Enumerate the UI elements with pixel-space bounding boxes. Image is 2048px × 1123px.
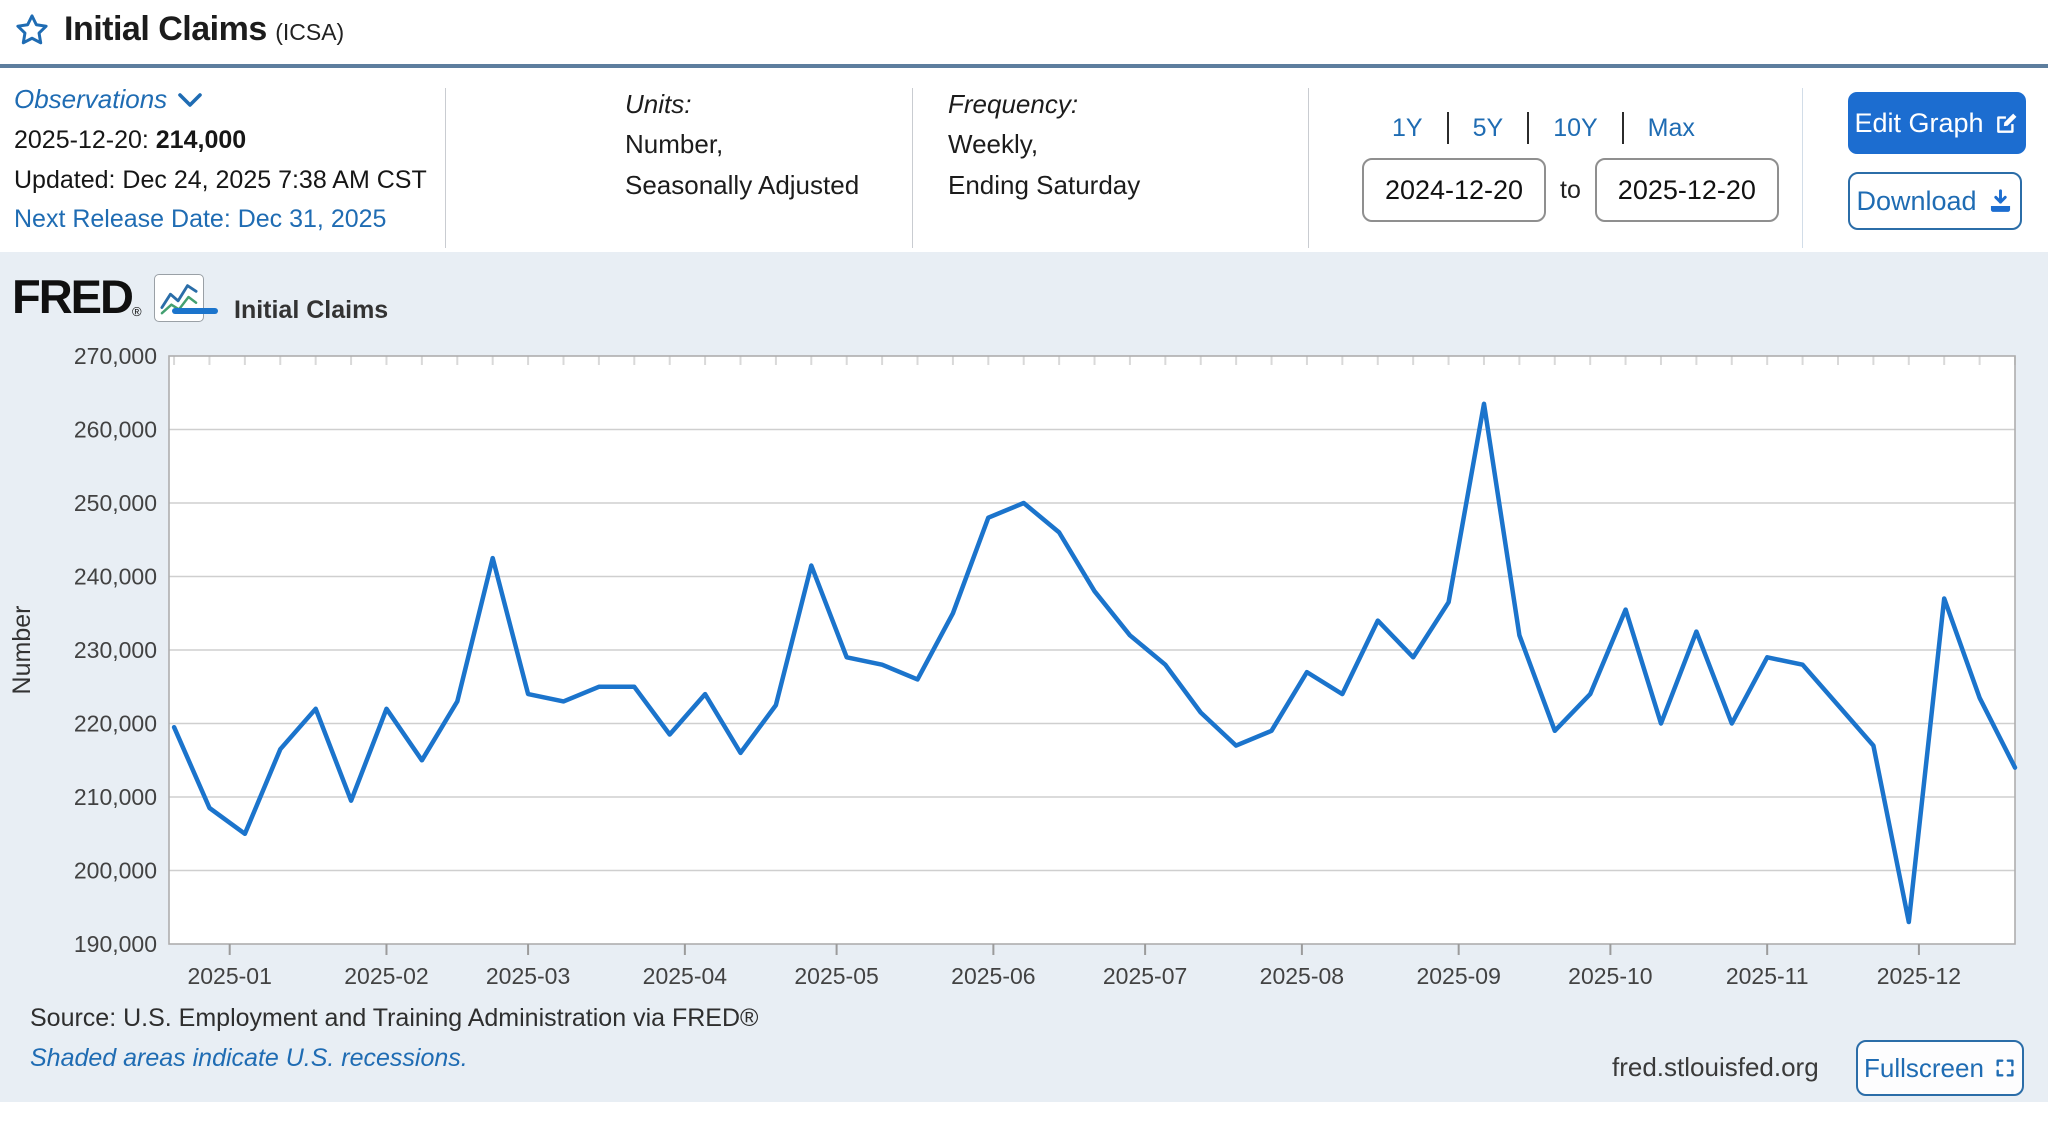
download-label: Download [1856,185,1977,216]
chevron-down-icon [178,92,202,107]
observations-label: Observations [14,84,168,114]
meta-divider [445,88,446,248]
range-separator [1621,112,1624,144]
svg-text:2025-01: 2025-01 [187,963,271,989]
observations-block: Observations 2025-12-20: 214,000 Updated… [14,84,427,234]
svg-text:2025-07: 2025-07 [1103,963,1187,989]
fullscreen-button[interactable]: Fullscreen [1856,1040,2024,1096]
svg-text:190,000: 190,000 [74,931,157,957]
range-5y[interactable]: 5Y [1472,113,1504,142]
download-button[interactable]: Download [1848,172,2022,230]
fullscreen-expand-icon [1996,1059,2014,1077]
svg-text:2025-06: 2025-06 [951,963,1035,989]
svg-text:240,000: 240,000 [74,564,157,590]
next-release-link[interactable]: Next Release Date: Dec 31, 2025 [14,205,387,233]
frequency-line2: Ending Saturday [948,170,1141,200]
frequency-label: Frequency: [948,89,1079,119]
svg-text:2025-08: 2025-08 [1260,963,1344,989]
meta-divider [1802,88,1803,248]
source-text: Source: U.S. Employment and Training Adm… [30,1004,759,1032]
edit-graph-label: Edit Graph [1854,107,1984,138]
svg-text:2025-09: 2025-09 [1416,963,1500,989]
svg-text:250,000: 250,000 [74,490,157,516]
fred-logo-chart-icon [153,274,204,322]
svg-text:200,000: 200,000 [74,858,157,884]
fred-domain-text: fred.stlouisfed.org [1612,1052,1819,1082]
legend-series-label: Initial Claims [234,296,389,324]
units-label: Units: [625,89,692,119]
range-separator [1527,112,1530,144]
chart-section: FRED ® Initial Claims 190,000 200,000 210,… [0,252,2048,1102]
range-1y[interactable]: 1Y [1392,113,1423,142]
latest-observation: 2025-12-20: 214,000 [14,123,427,157]
edit-pencil-icon [1996,113,2016,133]
frequency-block: Frequency: Weekly, Ending Saturday [948,84,1140,206]
legend-line-swatch [172,307,218,314]
download-icon [1990,188,2010,212]
units-line1: Number, [625,129,724,159]
header-rule [0,64,2048,68]
date-range-inputs: to [1362,158,1779,222]
fred-logo: FRED ® [12,270,204,323]
range-max[interactable]: Max [1647,113,1695,142]
svg-text:270,000: 270,000 [74,343,157,369]
svg-text:2025-02: 2025-02 [344,963,428,989]
svg-text:230,000: 230,000 [74,637,157,663]
fred-logo-registered: ® [131,304,142,319]
range-separator [1446,112,1449,144]
svg-text:220,000: 220,000 [74,711,157,737]
svg-text:260,000: 260,000 [74,417,157,443]
svg-text:Number: Number [8,606,36,695]
series-ticker: (ICSA) [275,19,345,45]
svg-text:2025-12: 2025-12 [1877,963,1961,989]
fred-logo-text: FRED [12,270,134,323]
range-10y[interactable]: 10Y [1553,113,1598,142]
edit-graph-button[interactable]: Edit Graph [1848,92,2026,154]
date-range-to-label: to [1560,175,1581,204]
svg-text:2025-03: 2025-03 [486,963,570,989]
meta-divider [1308,88,1309,248]
latest-observation-value: 214,000 [155,126,247,154]
svg-text:2025-11: 2025-11 [1726,963,1809,989]
title-bar: Initial Claims (ICSA) [14,10,344,49]
chart-plot-area[interactable]: 190,000 200,000 210,000 220,000 230,000 240,0… [0,252,2048,1102]
svg-text:2025-10: 2025-10 [1568,963,1652,989]
units-block: Units: Number, Seasonally Adjusted [625,84,859,206]
date-from-input[interactable] [1362,158,1546,222]
latest-observation-date: 2025-12-20: [14,126,149,154]
chart-legend: Initial Claims [172,296,388,325]
meta-divider [912,88,913,248]
units-line2: Seasonally Adjusted [625,170,860,200]
observations-dropdown[interactable]: Observations [14,84,427,115]
date-to-input[interactable] [1594,158,1779,222]
svg-text:2025-05: 2025-05 [794,963,878,989]
svg-text:210,000: 210,000 [74,784,157,810]
frequency-line1: Weekly, [948,129,1039,159]
range-selector: 1Y 5Y 10Y Max [1392,112,1695,144]
updated-text: Updated: Dec 24, 2025 7:38 AM CST [14,166,427,194]
fullscreen-label: Fullscreen [1864,1052,1984,1083]
recessions-note-link[interactable]: Shaded areas indicate U.S. recessions. [30,1044,468,1072]
star-favorite-icon[interactable] [14,12,50,48]
svg-text:2025-04: 2025-04 [643,963,728,989]
page-title: Initial Claims [64,10,267,48]
